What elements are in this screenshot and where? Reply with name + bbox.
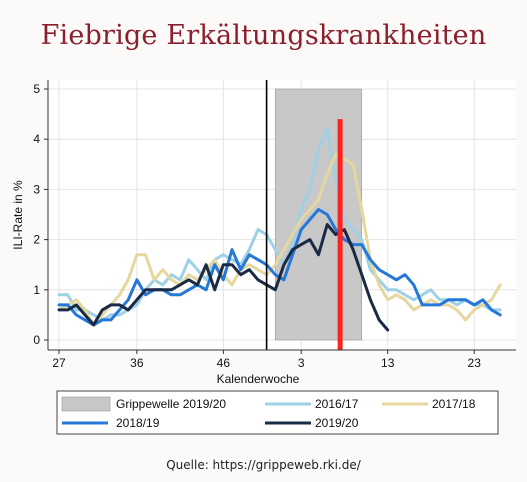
y-ticks: 0 1 2 3 4 5 — [33, 82, 48, 347]
y-tick-label: 1 — [33, 283, 40, 297]
page-title: Fiebrige Erkältungskrankheiten — [40, 20, 487, 51]
y-tick-label: 5 — [33, 82, 40, 96]
series-lines — [57, 127, 502, 332]
legend: Grippewelle 2019/20 2016/17 2017/18 2018/19… — [61, 396, 476, 430]
legend-label: 2019/20 — [315, 416, 359, 430]
x-tick-label: 23 — [468, 356, 482, 370]
grippewelle-region — [274, 88, 363, 341]
markers — [265, 80, 343, 350]
y-tick-label: 0 — [33, 333, 40, 347]
legend-label: 2018/19 — [116, 416, 160, 430]
series-line-2019-20 — [57, 223, 390, 332]
x-axis-label: Kalenderwoche — [217, 372, 300, 386]
x-tick-label: 3 — [298, 356, 305, 370]
legend-label: 2016/17 — [315, 397, 359, 411]
x-tick-label: 46 — [217, 356, 231, 370]
legend-swatch-box — [61, 396, 111, 412]
x-tick-label: 13 — [381, 356, 395, 370]
y-axis-label: ILI-Rate in % — [11, 180, 25, 250]
x-tick-label: 27 — [52, 356, 66, 370]
y-tick-label: 2 — [33, 233, 40, 247]
legend-label: 2017/18 — [432, 397, 476, 411]
source-note: Quelle: https://grippeweb.rki.de/ — [166, 458, 361, 472]
series-line-2017-18 — [57, 152, 502, 327]
legend-label: Grippewelle 2019/20 — [116, 397, 226, 411]
legend-box — [56, 390, 499, 435]
y-tick-label: 4 — [33, 132, 40, 146]
x-tick-label: 36 — [130, 356, 144, 370]
y-tick-label: 3 — [33, 182, 40, 196]
x-ticks: 27 36 46 3 13 23 — [52, 350, 481, 370]
grippewelle-shade — [274, 88, 363, 341]
